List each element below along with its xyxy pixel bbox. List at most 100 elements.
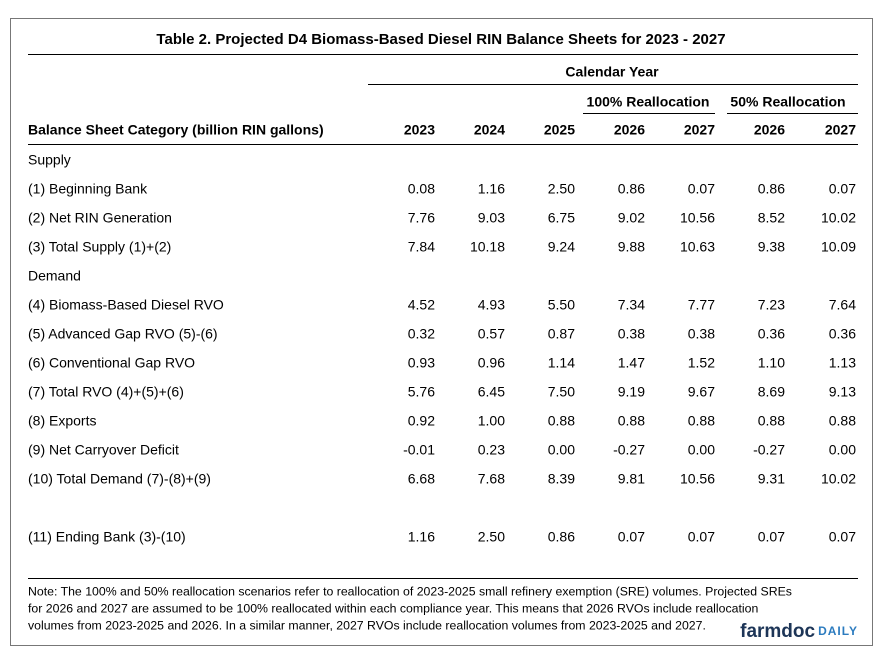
- cell: 10.09: [821, 239, 856, 255]
- row-label: (11) Ending Bank (3)-(10): [28, 529, 186, 545]
- cell: 0.00: [548, 442, 575, 458]
- cell: 5.76: [408, 384, 435, 400]
- cell: 9.24: [548, 239, 575, 255]
- cell: 4.93: [478, 297, 505, 313]
- row-label: (5) Advanced Gap RVO (5)-(6): [28, 326, 218, 342]
- cell: 0.36: [829, 326, 856, 342]
- cell: 9.88: [618, 239, 645, 255]
- cell: 0.88: [618, 413, 645, 429]
- cell: 10.63: [680, 239, 715, 255]
- cell: 10.56: [680, 210, 715, 226]
- cell: 1.13: [829, 355, 856, 371]
- cell: 9.02: [618, 210, 645, 226]
- cell: 9.19: [618, 384, 645, 400]
- cell: 9.13: [829, 384, 856, 400]
- cell: 9.81: [618, 471, 645, 487]
- cell: 0.32: [408, 326, 435, 342]
- note-line: for 2026 and 2027 are assumed to be 100%…: [28, 601, 758, 615]
- table-title: Table 2. Projected D4 Biomass-Based Dies…: [156, 31, 725, 48]
- cell: 8.52: [758, 210, 785, 226]
- cell: 0.88: [548, 413, 575, 429]
- cell: 4.52: [408, 297, 435, 313]
- column-header: 2026: [754, 122, 785, 138]
- cell: 1.00: [478, 413, 505, 429]
- column-header: 2027: [684, 122, 715, 138]
- cell: 2.50: [548, 181, 575, 197]
- subgroup-header: 100% Reallocation: [587, 94, 710, 110]
- cell: 7.84: [408, 239, 435, 255]
- cell: 0.07: [829, 529, 856, 545]
- row-label: (7) Total RVO (4)+(5)+(6): [28, 384, 184, 400]
- cell: -0.27: [753, 442, 785, 458]
- cell: 1.16: [478, 181, 505, 197]
- cell: 2.50: [478, 529, 505, 545]
- logo: farmdoc DAILY: [740, 621, 858, 642]
- cell: -0.01: [403, 442, 435, 458]
- cell: 1.52: [688, 355, 715, 371]
- cell: 0.93: [408, 355, 435, 371]
- cell: 0.57: [478, 326, 505, 342]
- cell: 0.88: [829, 413, 856, 429]
- cell: 1.16: [408, 529, 435, 545]
- cell: 7.34: [618, 297, 645, 313]
- cell: 8.69: [758, 384, 785, 400]
- cell: 0.38: [618, 326, 645, 342]
- cell: 9.31: [758, 471, 785, 487]
- cell: 1.14: [548, 355, 575, 371]
- cell: 0.88: [758, 413, 785, 429]
- cell: 0.07: [758, 529, 785, 545]
- cell: 6.75: [548, 210, 575, 226]
- cell: 0.87: [548, 326, 575, 342]
- cell: 0.08: [408, 181, 435, 197]
- cell: 0.07: [618, 529, 645, 545]
- cell: 0.07: [829, 181, 856, 197]
- cell: 0.92: [408, 413, 435, 429]
- row-label: (4) Biomass-Based Diesel RVO: [28, 297, 224, 313]
- cell: 7.68: [478, 471, 505, 487]
- logo-accent: DAILY: [818, 624, 858, 638]
- cell: 7.76: [408, 210, 435, 226]
- cell: 0.86: [618, 181, 645, 197]
- cell: 1.47: [618, 355, 645, 371]
- cell: 0.38: [688, 326, 715, 342]
- cell: 0.00: [829, 442, 856, 458]
- cell: 10.02: [821, 210, 856, 226]
- column-header: 2027: [825, 122, 856, 138]
- cell: 0.86: [758, 181, 785, 197]
- subgroup-header: 50% Reallocation: [730, 94, 845, 110]
- cell: 7.23: [758, 297, 785, 313]
- column-header: 2026: [614, 122, 645, 138]
- column-header: 2024: [474, 122, 505, 138]
- cell: 9.03: [478, 210, 505, 226]
- logo-main: farmdoc: [740, 621, 815, 642]
- cell: 10.18: [470, 239, 505, 255]
- section-label: Demand: [28, 268, 81, 284]
- column-header: 2025: [544, 122, 575, 138]
- cell: 10.56: [680, 471, 715, 487]
- row-label: (10) Total Demand (7)-(8)+(9): [28, 471, 211, 487]
- cell: 5.50: [548, 297, 575, 313]
- cell: 6.68: [408, 471, 435, 487]
- row-label: (6) Conventional Gap RVO: [28, 355, 195, 371]
- group-header: Calendar Year: [565, 64, 659, 80]
- cell: 8.39: [548, 471, 575, 487]
- cell: 6.45: [478, 384, 505, 400]
- cell: 7.77: [688, 297, 715, 313]
- row-label: (9) Net Carryover Deficit: [28, 442, 179, 458]
- note-line: volumes from 2023-2025 and 2026. In a si…: [28, 618, 706, 632]
- row-label: (8) Exports: [28, 413, 96, 429]
- cell: 1.10: [758, 355, 785, 371]
- cell: 0.07: [688, 529, 715, 545]
- cell: 0.96: [478, 355, 505, 371]
- cell: 0.07: [688, 181, 715, 197]
- note-line: Note: The 100% and 50% reallocation scen…: [28, 584, 792, 598]
- column-header: Balance Sheet Category (billion RIN gall…: [28, 122, 324, 138]
- frame: [10, 18, 873, 646]
- cell: 10.02: [821, 471, 856, 487]
- cell: 7.64: [829, 297, 856, 313]
- cell: 0.00: [688, 442, 715, 458]
- row-label: (3) Total Supply (1)+(2): [28, 239, 171, 255]
- cell: 9.67: [688, 384, 715, 400]
- cell: -0.27: [613, 442, 645, 458]
